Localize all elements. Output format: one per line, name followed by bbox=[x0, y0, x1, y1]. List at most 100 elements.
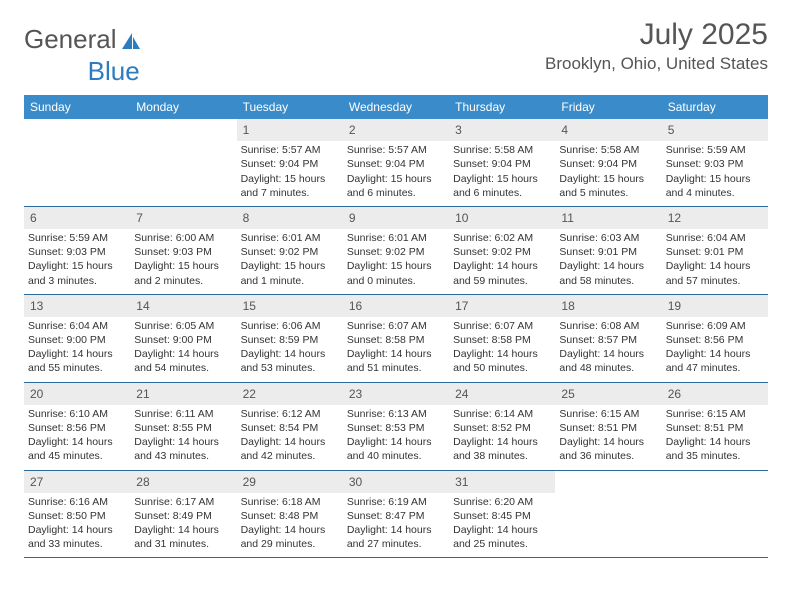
weekday-tue: Tuesday bbox=[237, 95, 343, 119]
logo: General bbox=[24, 24, 142, 55]
daylight-line: Daylight: 14 hours and 54 minutes. bbox=[134, 347, 232, 375]
sunrise-line: Sunrise: 6:18 AM bbox=[241, 495, 339, 509]
daylight-line: Daylight: 14 hours and 47 minutes. bbox=[666, 347, 764, 375]
sunset-line: Sunset: 8:45 PM bbox=[453, 509, 551, 523]
day-number: 6 bbox=[24, 207, 130, 229]
day-number: 11 bbox=[555, 207, 661, 229]
logo-text-2: Blue bbox=[88, 56, 140, 87]
day-cell: 26Sunrise: 6:15 AMSunset: 8:51 PMDayligh… bbox=[662, 383, 768, 470]
daylight-line: Daylight: 14 hours and 33 minutes. bbox=[28, 523, 126, 551]
sunset-line: Sunset: 8:56 PM bbox=[666, 333, 764, 347]
daylight-line: Daylight: 15 hours and 4 minutes. bbox=[666, 172, 764, 200]
sunrise-line: Sunrise: 5:57 AM bbox=[241, 143, 339, 157]
daylight-line: Daylight: 14 hours and 48 minutes. bbox=[559, 347, 657, 375]
sunrise-line: Sunrise: 5:57 AM bbox=[347, 143, 445, 157]
sunrise-line: Sunrise: 6:14 AM bbox=[453, 407, 551, 421]
sunrise-line: Sunrise: 6:19 AM bbox=[347, 495, 445, 509]
daylight-line: Daylight: 14 hours and 25 minutes. bbox=[453, 523, 551, 551]
sunset-line: Sunset: 9:02 PM bbox=[241, 245, 339, 259]
day-number: 30 bbox=[343, 471, 449, 493]
day-cell: 14Sunrise: 6:05 AMSunset: 9:00 PMDayligh… bbox=[130, 295, 236, 382]
logo-text-1: General bbox=[24, 24, 117, 55]
day-cell: 21Sunrise: 6:11 AMSunset: 8:55 PMDayligh… bbox=[130, 383, 236, 470]
daylight-line: Daylight: 14 hours and 43 minutes. bbox=[134, 435, 232, 463]
sunrise-line: Sunrise: 6:04 AM bbox=[28, 319, 126, 333]
daylight-line: Daylight: 14 hours and 59 minutes. bbox=[453, 259, 551, 287]
day-number: 10 bbox=[449, 207, 555, 229]
daylight-line: Daylight: 14 hours and 38 minutes. bbox=[453, 435, 551, 463]
day-number: 31 bbox=[449, 471, 555, 493]
day-cell bbox=[130, 119, 236, 206]
day-cell: 5Sunrise: 5:59 AMSunset: 9:03 PMDaylight… bbox=[662, 119, 768, 206]
week-row: 1Sunrise: 5:57 AMSunset: 9:04 PMDaylight… bbox=[24, 119, 768, 207]
sunset-line: Sunset: 9:04 PM bbox=[347, 157, 445, 171]
weekday-header: Sunday Monday Tuesday Wednesday Thursday… bbox=[24, 95, 768, 119]
sunset-line: Sunset: 8:52 PM bbox=[453, 421, 551, 435]
day-number: 1 bbox=[237, 119, 343, 141]
weeks-container: 1Sunrise: 5:57 AMSunset: 9:04 PMDaylight… bbox=[24, 119, 768, 558]
day-cell: 10Sunrise: 6:02 AMSunset: 9:02 PMDayligh… bbox=[449, 207, 555, 294]
day-cell bbox=[555, 471, 661, 558]
day-number: 16 bbox=[343, 295, 449, 317]
sunrise-line: Sunrise: 6:07 AM bbox=[453, 319, 551, 333]
sunrise-line: Sunrise: 6:11 AM bbox=[134, 407, 232, 421]
sunrise-line: Sunrise: 6:16 AM bbox=[28, 495, 126, 509]
sunrise-line: Sunrise: 6:17 AM bbox=[134, 495, 232, 509]
day-cell: 1 Sunrise: 5:57 AMSunset: 9:04 PMDaylight… bbox=[237, 119, 343, 206]
week-row: 20Sunrise: 6:10 AMSunset: 8:56 PMDayligh… bbox=[24, 383, 768, 471]
weekday-thu: Thursday bbox=[449, 95, 555, 119]
daylight-line: Daylight: 14 hours and 57 minutes. bbox=[666, 259, 764, 287]
day-cell: 20Sunrise: 6:10 AMSunset: 8:56 PMDayligh… bbox=[24, 383, 130, 470]
sunset-line: Sunset: 8:50 PM bbox=[28, 509, 126, 523]
sunrise-line: Sunrise: 6:05 AM bbox=[134, 319, 232, 333]
daylight-line: Daylight: 15 hours and 2 minutes. bbox=[134, 259, 232, 287]
day-number: 2 bbox=[343, 119, 449, 141]
day-cell: 30Sunrise: 6:19 AMSunset: 8:47 PMDayligh… bbox=[343, 471, 449, 558]
day-cell: 23Sunrise: 6:13 AMSunset: 8:53 PMDayligh… bbox=[343, 383, 449, 470]
sunset-line: Sunset: 8:48 PM bbox=[241, 509, 339, 523]
sunset-line: Sunset: 9:01 PM bbox=[559, 245, 657, 259]
day-cell: 9Sunrise: 6:01 AMSunset: 9:02 PMDaylight… bbox=[343, 207, 449, 294]
day-cell: 6Sunrise: 5:59 AMSunset: 9:03 PMDaylight… bbox=[24, 207, 130, 294]
sunrise-line: Sunrise: 6:15 AM bbox=[559, 407, 657, 421]
weekday-wed: Wednesday bbox=[343, 95, 449, 119]
sunset-line: Sunset: 9:01 PM bbox=[666, 245, 764, 259]
title-block: July 2025 Brooklyn, Ohio, United States bbox=[545, 18, 768, 74]
sunset-line: Sunset: 9:04 PM bbox=[241, 157, 339, 171]
day-cell: 28Sunrise: 6:17 AMSunset: 8:49 PMDayligh… bbox=[130, 471, 236, 558]
sunrise-line: Sunrise: 5:58 AM bbox=[559, 143, 657, 157]
daylight-line: Daylight: 14 hours and 58 minutes. bbox=[559, 259, 657, 287]
day-cell: 29Sunrise: 6:18 AMSunset: 8:48 PMDayligh… bbox=[237, 471, 343, 558]
day-cell: 13Sunrise: 6:04 AMSunset: 9:00 PMDayligh… bbox=[24, 295, 130, 382]
daylight-line: Daylight: 14 hours and 53 minutes. bbox=[241, 347, 339, 375]
day-number: 15 bbox=[237, 295, 343, 317]
month-title: July 2025 bbox=[545, 18, 768, 52]
daylight-line: Daylight: 15 hours and 0 minutes. bbox=[347, 259, 445, 287]
day-number: 9 bbox=[343, 207, 449, 229]
day-cell: 16Sunrise: 6:07 AMSunset: 8:58 PMDayligh… bbox=[343, 295, 449, 382]
day-cell: 22Sunrise: 6:12 AMSunset: 8:54 PMDayligh… bbox=[237, 383, 343, 470]
sunset-line: Sunset: 9:02 PM bbox=[347, 245, 445, 259]
day-cell: 4Sunrise: 5:58 AMSunset: 9:04 PMDaylight… bbox=[555, 119, 661, 206]
daylight-line: Daylight: 15 hours and 6 minutes. bbox=[453, 172, 551, 200]
weekday-sun: Sunday bbox=[24, 95, 130, 119]
day-number: 18 bbox=[555, 295, 661, 317]
calendar: Sunday Monday Tuesday Wednesday Thursday… bbox=[24, 95, 768, 558]
daylight-line: Daylight: 15 hours and 7 minutes. bbox=[241, 172, 339, 200]
sunrise-line: Sunrise: 6:15 AM bbox=[666, 407, 764, 421]
day-number: 14 bbox=[130, 295, 236, 317]
sunrise-line: Sunrise: 6:10 AM bbox=[28, 407, 126, 421]
sunrise-line: Sunrise: 6:00 AM bbox=[134, 231, 232, 245]
sunset-line: Sunset: 8:51 PM bbox=[559, 421, 657, 435]
sunrise-line: Sunrise: 6:07 AM bbox=[347, 319, 445, 333]
day-cell: 11Sunrise: 6:03 AMSunset: 9:01 PMDayligh… bbox=[555, 207, 661, 294]
day-number: 4 bbox=[555, 119, 661, 141]
day-number: 26 bbox=[662, 383, 768, 405]
day-cell: 18Sunrise: 6:08 AMSunset: 8:57 PMDayligh… bbox=[555, 295, 661, 382]
day-cell: 3Sunrise: 5:58 AMSunset: 9:04 PMDaylight… bbox=[449, 119, 555, 206]
day-number: 22 bbox=[237, 383, 343, 405]
daylight-line: Daylight: 14 hours and 36 minutes. bbox=[559, 435, 657, 463]
sunrise-line: Sunrise: 6:13 AM bbox=[347, 407, 445, 421]
sunset-line: Sunset: 8:47 PM bbox=[347, 509, 445, 523]
day-number: 5 bbox=[662, 119, 768, 141]
